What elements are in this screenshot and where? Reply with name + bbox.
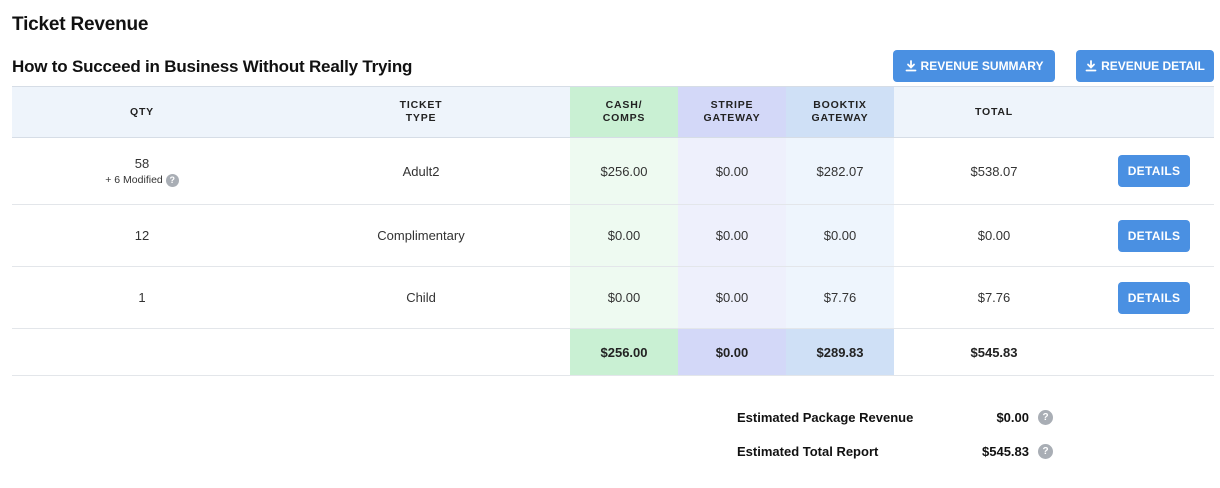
- header-ticket-type: TICKET TYPE: [399, 99, 443, 124]
- ticket-type-cell: Complimentary: [377, 228, 465, 243]
- help-icon[interactable]: ?: [1038, 409, 1053, 425]
- package-revenue-label: Estimated Package Revenue: [737, 409, 914, 425]
- total-report-value: $545.83: [982, 443, 1029, 459]
- cash-cell: $0.00: [570, 267, 678, 328]
- details-button[interactable]: DETAILS: [1118, 155, 1190, 187]
- revenue-summary-label: REVENUE SUMMARY: [920, 59, 1044, 73]
- header-stripe-gateway: STRIPE GATEWAY: [678, 87, 786, 137]
- stripe-cell: $0.00: [678, 267, 786, 328]
- revenue-detail-label: REVENUE DETAIL: [1101, 59, 1205, 73]
- table-row: 58 + 6 Modified? Adult2 $256.00 $0.00 $2…: [12, 138, 1214, 205]
- stripe-cell: $0.00: [678, 138, 786, 204]
- page-title: Ticket Revenue: [12, 14, 149, 35]
- table-header: QTY TICKET TYPE CASH/COMPS STRIPE GATEWAY …: [12, 86, 1214, 138]
- totals-cash-cell: $256.00: [570, 329, 678, 375]
- qty-cell: 58 + 6 Modified?: [12, 138, 272, 204]
- booktix-cell: $0.00: [786, 205, 894, 266]
- totals-action-cell: [1094, 329, 1214, 375]
- qty-cell: 1: [138, 290, 146, 305]
- download-icon: [1085, 60, 1097, 72]
- totals-row: $256.00 $0.00 $289.83 $545.83: [12, 329, 1214, 376]
- ticket-type-cell: Adult2: [402, 163, 440, 179]
- total-cell: $7.76: [977, 290, 1011, 305]
- header-qty: QTY: [130, 105, 154, 118]
- total-cell: $538.07: [970, 163, 1018, 179]
- total-report-label: Estimated Total Report: [737, 443, 879, 459]
- details-button[interactable]: DETAILS: [1118, 281, 1190, 314]
- totals-booktix-cell: $289.83: [786, 329, 894, 375]
- help-icon[interactable]: ?: [165, 173, 179, 187]
- totals-total-cell: $545.83: [970, 344, 1018, 360]
- totals-type-cell: [272, 329, 570, 375]
- booktix-cell: $282.07: [786, 138, 894, 204]
- action-cell: DETAILS: [1094, 267, 1214, 328]
- total-report-row: Estimated Total Report $545.83 ?: [737, 434, 1057, 468]
- total-cell: $0.00: [977, 228, 1011, 243]
- package-revenue-row: Estimated Package Revenue $0.00 ?: [737, 400, 1057, 434]
- booktix-cell: $7.76: [786, 267, 894, 328]
- modified-note: + 6 Modified?: [105, 173, 179, 187]
- action-cell: DETAILS: [1094, 138, 1214, 204]
- show-title: How to Succeed in Business Without Reall…: [12, 57, 413, 76]
- revenue-summary: Estimated Package Revenue $0.00 ? Estima…: [737, 400, 1057, 468]
- header-booktix-gateway: BOOKTIX GATEWAY: [786, 87, 894, 137]
- header-total: TOTAL: [974, 105, 1014, 118]
- cash-cell: $256.00: [570, 138, 678, 204]
- revenue-summary-button[interactable]: REVENUE SUMMARY: [893, 50, 1055, 82]
- package-revenue-value: $0.00: [996, 409, 1029, 425]
- stripe-cell: $0.00: [678, 205, 786, 266]
- totals-qty-cell: [12, 329, 272, 375]
- table-row: 12 Complimentary $0.00 $0.00 $0.00 $0.00…: [12, 205, 1214, 267]
- qty-cell: 12: [134, 228, 150, 243]
- details-button[interactable]: DETAILS: [1118, 219, 1190, 252]
- download-icon: [905, 60, 916, 72]
- totals-stripe-cell: $0.00: [678, 329, 786, 375]
- revenue-table: QTY TICKET TYPE CASH/COMPS STRIPE GATEWAY …: [12, 86, 1214, 376]
- table-row: 1 Child $0.00 $0.00 $7.76 $7.76 DETAILS: [12, 267, 1214, 329]
- action-cell: DETAILS: [1094, 205, 1214, 266]
- ticket-type-cell: Child: [406, 290, 436, 305]
- revenue-detail-button[interactable]: REVENUE DETAIL: [1076, 50, 1214, 82]
- help-icon[interactable]: ?: [1038, 443, 1053, 459]
- cash-cell: $0.00: [570, 205, 678, 266]
- header-cash-comps: CASH/COMPS: [570, 87, 678, 137]
- header-action: [1094, 87, 1214, 137]
